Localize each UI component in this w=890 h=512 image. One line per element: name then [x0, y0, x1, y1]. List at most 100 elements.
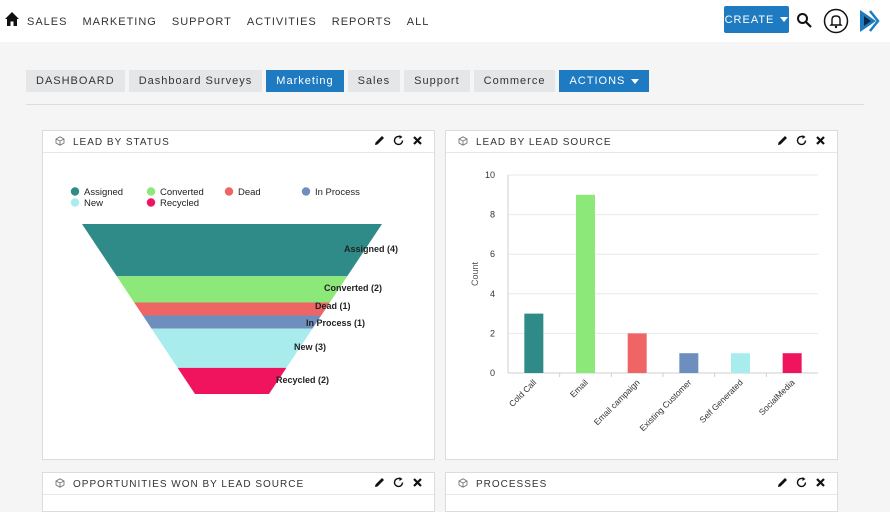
refresh-icon[interactable] — [392, 476, 405, 489]
tab-marketing[interactable]: Marketing — [266, 70, 344, 92]
bar-email — [576, 194, 595, 373]
notification-bell-icon[interactable] — [823, 8, 849, 34]
chevron-down-icon — [780, 17, 789, 22]
panel-lead-by-lead-source: LEAD BY LEAD SOURCE 0 2 4 6 8 10 Count Cold Cal… — [445, 130, 838, 460]
legend-label-in-process: In Process — [315, 187, 360, 198]
panel-processes: PROCESSES — [445, 472, 838, 512]
panel-header: OPPORTUNITIES WON BY LEAD SOURCE — [43, 473, 434, 495]
panel-opportunities-won: OPPORTUNITIES WON BY LEAD SOURCE — [42, 472, 435, 512]
legend-marker-dead — [224, 187, 234, 196]
panel-header: PROCESSES — [446, 473, 837, 495]
panel-title: LEAD BY LEAD SOURCE — [476, 137, 612, 148]
funnel-connector-dead — [310, 305, 326, 310]
legend-label-dead: Dead — [238, 187, 261, 198]
nav-item-marketing[interactable]: MARKETING — [82, 16, 157, 28]
funnel-segment-dead — [134, 302, 330, 316]
bar-email-campaign — [627, 333, 647, 373]
tab-dashboard[interactable]: DASHBOARD — [26, 70, 125, 92]
y-tick-label: 0 — [490, 368, 495, 378]
funnel-data-label-recycled: Recycled (2) — [276, 375, 329, 385]
y-tick-label: 4 — [490, 289, 495, 299]
legend-marker-in-process — [301, 187, 311, 196]
create-button-label: CREATE — [724, 13, 775, 26]
suitecrm-logo-icon — [860, 10, 880, 32]
nav-item-support[interactable]: SUPPORT — [171, 16, 232, 28]
cube-icon — [55, 136, 65, 146]
tab-support[interactable]: Support — [404, 70, 470, 92]
funnel-connector-recycled — [271, 379, 278, 382]
funnel-segment-in-process — [142, 315, 322, 329]
nav-item-all[interactable]: ALL — [406, 16, 430, 28]
legend-marker-converted — [146, 187, 156, 196]
nav-item-activities[interactable]: ACTIVITIES — [246, 16, 317, 28]
funnel-connector-in-process — [301, 321, 317, 324]
legend-label-recycled: Recycled — [160, 198, 199, 209]
x-tick-label-cold-call: Cold Call — [507, 377, 539, 409]
module-nav: SALES MARKETING SUPPORT ACTIVITIES REPOR… — [27, 16, 444, 28]
y-tick-label: 10 — [485, 170, 495, 180]
tabs-divider — [26, 104, 864, 105]
nav-item-sales[interactable]: SALES — [27, 16, 68, 28]
chevron-down-icon — [631, 78, 640, 84]
tab-sales[interactable]: Sales — [347, 70, 401, 92]
refresh-icon[interactable] — [795, 134, 808, 147]
tab-dashboard-surveys[interactable]: Dashboard Surveys — [128, 70, 263, 92]
funnel-data-label-assigned: Assigned (4) — [344, 244, 398, 254]
close-icon[interactable] — [411, 476, 424, 489]
funnel-connector-converted — [319, 287, 339, 290]
refresh-icon[interactable] — [392, 134, 405, 147]
legend-marker-assigned — [70, 187, 80, 196]
x-tick-label-email-campaign: Email campaign — [592, 377, 642, 427]
tab-commerce[interactable]: Commerce — [473, 70, 556, 92]
close-icon[interactable] — [411, 134, 424, 147]
cube-icon — [55, 478, 65, 488]
legend-label-assigned: Assigned — [84, 187, 123, 198]
cube-icon — [458, 136, 468, 146]
nav-item-reports[interactable]: REPORTS — [331, 16, 392, 28]
edit-icon[interactable] — [373, 476, 386, 489]
refresh-icon[interactable] — [795, 476, 808, 489]
panel-lead-by-status: LEAD BY STATUS Assigned Converted Dead In P… — [42, 130, 435, 460]
funnel-segment-recycled — [177, 367, 287, 394]
funnel-connector-assigned — [339, 248, 365, 251]
close-icon[interactable] — [814, 134, 827, 147]
panel-title: PROCESSES — [476, 479, 548, 490]
y-tick-label: 8 — [490, 210, 495, 220]
funnel-data-label-converted: Converted (2) — [324, 283, 382, 293]
cube-icon — [458, 478, 468, 488]
x-tick-label-email: Email — [568, 377, 590, 399]
x-tick-label-socialmedia: SocialMedia — [757, 377, 797, 417]
funnel-chart: Assigned Converted Dead In Process New Recycl… — [70, 187, 398, 394]
bar-self-generated — [731, 353, 750, 373]
bar-chart: 0 2 4 6 8 10 Count Cold Call Email Email campaign… — [470, 170, 818, 433]
funnel-segment-new — [151, 328, 313, 368]
dashboard-tabs: DASHBOARD Dashboard Surveys Marketing Sa… — [26, 70, 650, 92]
edit-icon[interactable] — [776, 134, 789, 147]
x-tick-label-self-generated: Self Generated — [697, 377, 745, 425]
search-icon[interactable] — [796, 12, 812, 28]
funnel-segment-converted — [116, 276, 348, 303]
panel-header: LEAD BY STATUS — [43, 131, 434, 153]
create-button[interactable]: CREATE — [724, 6, 789, 33]
legend-label-converted: Converted — [160, 187, 204, 198]
actions-label: ACTIONS — [569, 75, 626, 87]
funnel-segment-assigned — [82, 224, 382, 277]
legend-label-new: New — [84, 198, 103, 209]
bar-socialmedia — [782, 353, 802, 373]
funnel-data-label-new: New (3) — [294, 342, 326, 352]
top-navigation-bar: SALES MARKETING SUPPORT ACTIVITIES REPOR… — [0, 0, 890, 42]
panel-header: LEAD BY LEAD SOURCE — [446, 131, 837, 153]
legend-marker-recycled — [146, 198, 156, 207]
edit-icon[interactable] — [776, 476, 789, 489]
home-icon[interactable] — [4, 11, 20, 27]
legend-marker-new — [70, 198, 80, 207]
edit-icon[interactable] — [373, 134, 386, 147]
close-icon[interactable] — [814, 476, 827, 489]
funnel-data-label-dead: Dead (1) — [315, 301, 351, 311]
panel-title: OPPORTUNITIES WON BY LEAD SOURCE — [73, 479, 305, 490]
y-tick-label: 6 — [490, 249, 495, 259]
funnel-connector-new — [289, 346, 300, 349]
actions-dropdown-button[interactable]: ACTIONS — [559, 70, 650, 92]
panel-title: LEAD BY STATUS — [73, 137, 170, 148]
funnel-data-label-in-process: In Process (1) — [306, 318, 365, 328]
